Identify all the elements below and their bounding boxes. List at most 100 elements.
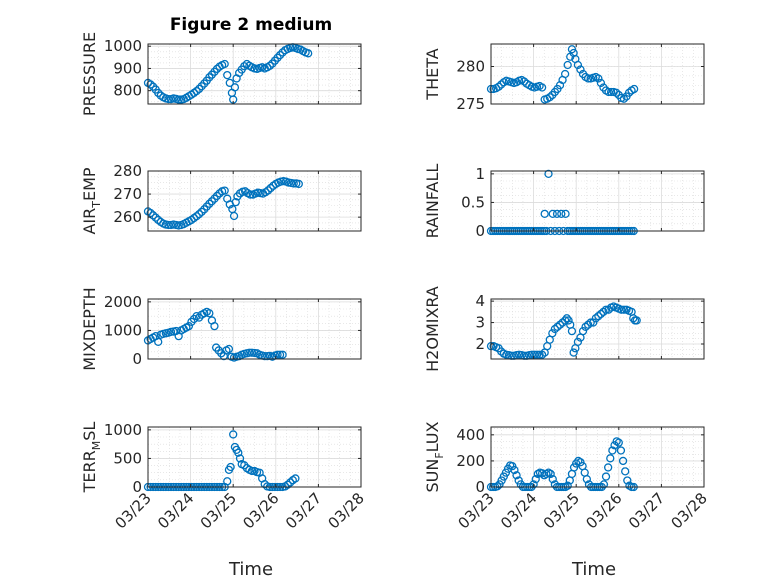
data-point <box>537 350 547 359</box>
axes-box <box>147 43 362 105</box>
data-point <box>223 70 232 80</box>
data-point <box>612 88 621 97</box>
data-point <box>210 321 219 331</box>
data-point <box>184 321 194 331</box>
x-tick-label: 03/28 <box>325 489 368 532</box>
figure-title: Figure 2 medium <box>170 15 332 35</box>
y-axis-label: RAINFALL <box>423 164 442 239</box>
data-point <box>591 314 600 323</box>
data-point <box>266 183 275 193</box>
data-point <box>265 61 274 70</box>
data-point <box>599 480 609 489</box>
data-point <box>550 324 560 334</box>
y-tick-label: 0 <box>132 350 142 368</box>
data-point <box>205 73 214 82</box>
data-point <box>273 350 282 359</box>
y-tick-label: 270 <box>113 185 142 203</box>
x-tick-label: 03/25 <box>540 489 583 532</box>
data-point <box>583 74 593 83</box>
y-tick-label: 280 <box>113 162 142 180</box>
axes-box <box>490 426 705 488</box>
data-point <box>548 475 557 484</box>
data-point <box>573 337 583 347</box>
data-point <box>561 209 570 219</box>
data-point <box>599 307 608 317</box>
data-point <box>154 88 163 98</box>
data-point <box>596 78 606 88</box>
data-point <box>194 210 204 219</box>
data-point <box>289 179 298 188</box>
data-point <box>594 74 603 83</box>
subplot-4: 0 0.5 1 RAINFALL <box>423 164 705 240</box>
data-point <box>164 94 173 104</box>
data-point <box>582 475 591 484</box>
y-axis-label-main: PRESSURE <box>80 32 99 116</box>
subplot-3: 260 270 280 AIRTEMP <box>80 162 362 235</box>
data-point <box>578 326 588 336</box>
data-point <box>205 199 214 208</box>
x-axis-label-left: Time <box>228 559 273 580</box>
data-point <box>564 316 573 325</box>
data-point <box>552 209 562 219</box>
data-point <box>207 197 217 206</box>
data-point <box>229 430 238 439</box>
axes-box <box>490 298 705 360</box>
data-point <box>619 305 629 314</box>
y-tick-label: 4 <box>475 292 485 310</box>
y-axis-label-tail: LUX <box>423 421 442 452</box>
y-axis-label-main: MIXDEPTH <box>80 287 99 370</box>
y-axis-label-tail: EMP <box>80 167 99 201</box>
data-point <box>614 438 623 447</box>
data-point <box>531 475 540 484</box>
data-point <box>194 84 204 94</box>
data-point <box>535 350 544 359</box>
y-axis-label: SUNFLUX <box>423 421 446 492</box>
data-point <box>512 471 521 480</box>
axes-box <box>147 170 362 232</box>
y-tick-label: 0 <box>475 478 485 496</box>
data-point <box>231 198 240 207</box>
subplot-1: 800 900 1000 PRESSURE <box>80 32 362 116</box>
data-point <box>246 190 255 199</box>
data-point <box>632 316 641 325</box>
data-point <box>494 82 503 91</box>
data-point <box>563 60 572 70</box>
y-tick-label: 200 <box>456 452 485 470</box>
data-point <box>601 305 611 314</box>
data-point <box>234 448 243 457</box>
data-point <box>581 322 590 332</box>
axes-box <box>147 298 362 360</box>
data-point <box>263 186 273 195</box>
data-point <box>537 83 547 92</box>
data-point <box>555 320 565 329</box>
data-point <box>563 481 572 490</box>
x-tick-label: 03/24 <box>497 489 540 532</box>
y-tick-label: 1000 <box>104 37 142 55</box>
data-point <box>235 454 245 463</box>
y-tick-label: 1 <box>475 165 485 183</box>
y-tick-label: 400 <box>456 426 485 444</box>
data-point <box>212 191 222 201</box>
y-tick-label: 0 <box>132 478 142 496</box>
data-point <box>629 84 639 94</box>
data-point <box>286 478 295 487</box>
y-axis-label-subscript: F <box>433 452 446 458</box>
data-point <box>220 186 229 195</box>
data-point <box>174 95 183 104</box>
data-point <box>291 474 300 483</box>
y-tick-label: 275 <box>456 95 485 113</box>
data-point <box>220 59 229 69</box>
data-point <box>604 87 613 97</box>
y-tick-label: 2000 <box>104 293 142 311</box>
data-point <box>510 465 519 475</box>
data-point <box>224 344 234 354</box>
x-tick-label: 03/27 <box>282 489 325 532</box>
data-point <box>621 467 630 476</box>
data-point <box>151 213 160 222</box>
y-axis-label-main: SUN <box>423 459 442 493</box>
data-point <box>606 454 615 463</box>
axes-box <box>490 170 705 232</box>
y-tick-label: 1000 <box>104 421 142 439</box>
data-point <box>616 446 626 455</box>
